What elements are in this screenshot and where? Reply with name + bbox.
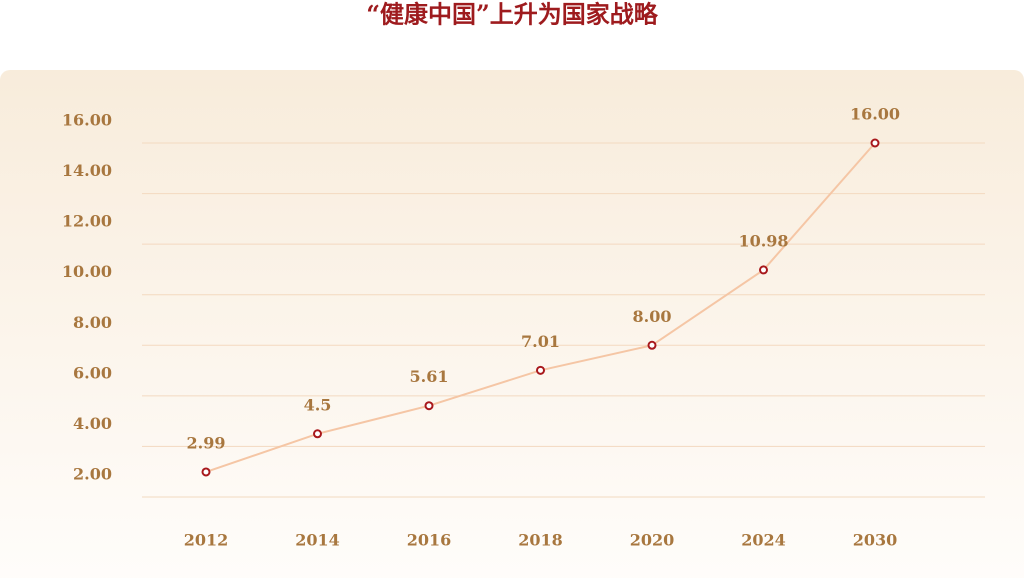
x-tick-label: 2016 [407, 531, 452, 550]
x-tick-label: 2020 [630, 531, 675, 550]
panel [0, 70, 1024, 578]
x-tick-label: 2012 [184, 531, 229, 550]
y-tick-label: 16.00 [62, 111, 112, 130]
y-tick-label: 2.00 [73, 465, 112, 484]
marker [647, 340, 657, 350]
marker [424, 401, 434, 411]
marker [870, 138, 880, 148]
data-label: 10.98 [738, 231, 788, 250]
y-tick-label: 4.00 [73, 414, 112, 433]
chart-title: “健康中国”上升为国家战略 [366, 0, 659, 29]
x-tick-label: 2018 [518, 531, 563, 550]
x-tick-label: 2030 [853, 531, 898, 550]
marker [313, 429, 322, 439]
data-label: 5.61 [410, 367, 449, 386]
y-tick-label: 12.00 [62, 212, 112, 231]
data-label: 2.99 [187, 433, 226, 452]
y-tick-label: 6.00 [73, 363, 112, 382]
y-tick-label: 14.00 [62, 161, 112, 180]
data-label: 8.00 [633, 307, 672, 326]
x-tick-label: 2024 [741, 531, 786, 550]
marker [536, 365, 545, 375]
data-label: 16.00 [850, 105, 900, 124]
data-label: 4.5 [304, 395, 332, 414]
x-tick-label: 2014 [295, 531, 340, 550]
y-tick-label: 10.00 [62, 262, 112, 281]
data-label: 7.01 [521, 332, 560, 351]
y-tick-label: 8.00 [73, 313, 112, 332]
marker [759, 265, 768, 275]
marker [201, 467, 211, 477]
